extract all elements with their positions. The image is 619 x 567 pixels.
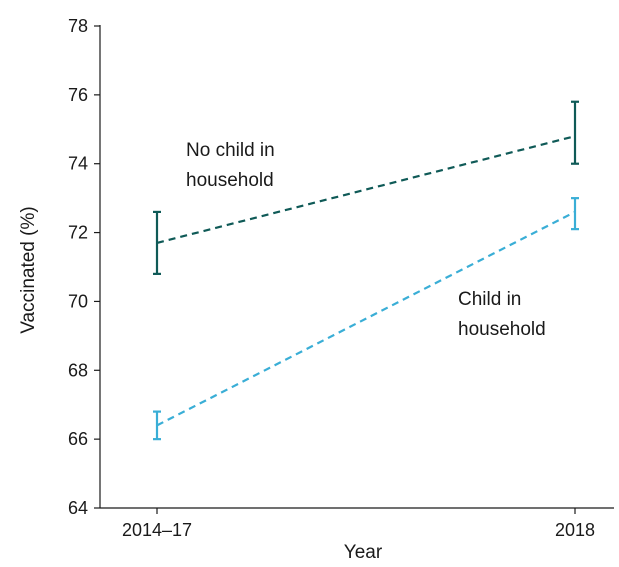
series-no-child: No child in household	[153, 100, 579, 275]
y-tick-label: 64	[68, 498, 88, 518]
y-tick-label: 74	[68, 154, 88, 174]
series-label: Child in	[458, 289, 521, 310]
series-label: No child in	[186, 140, 275, 161]
series-label: household	[186, 170, 274, 191]
y-tick-label: 68	[68, 360, 88, 380]
y-axis: 64 66 68 70 72 74 76 78	[68, 16, 101, 518]
series-child: Child in household	[153, 197, 579, 441]
x-axis: 2014–17 2018	[100, 507, 614, 540]
x-tick-label: 2018	[555, 520, 595, 540]
series-line	[156, 210, 576, 427]
series-label: household	[458, 319, 546, 340]
y-tick-label: 72	[68, 223, 88, 243]
error-bar	[153, 210, 161, 275]
error-bar	[571, 100, 579, 165]
y-tick-label: 76	[68, 85, 88, 105]
plot-area: No child in household Child in household	[153, 100, 579, 441]
y-tick-label: 66	[68, 429, 88, 449]
error-bar	[571, 197, 579, 231]
error-bar	[153, 410, 161, 441]
y-axis-title: Vaccinated (%)	[18, 206, 39, 333]
y-tick-label: 78	[68, 16, 88, 36]
y-tick-label: 70	[68, 291, 88, 311]
x-tick-label: 2014–17	[122, 520, 192, 540]
x-axis-title: Year	[344, 542, 383, 563]
